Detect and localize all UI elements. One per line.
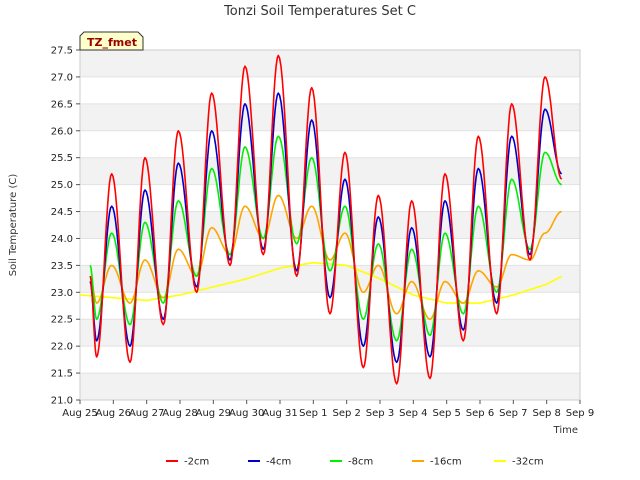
y-tick-label: 25.0 [51,180,73,191]
y-tick-label: 21.0 [51,396,73,407]
series-line-2cm [89,54,563,385]
grid-band [80,157,580,185]
badge-label: TZ_fmet [87,36,137,49]
y-tick-label: 25.5 [51,153,73,164]
x-tick-label: Sep 5 [432,408,460,419]
x-tick-label: Sep 6 [466,408,494,419]
y-tick-label: 26.0 [51,126,73,137]
x-tick-label: Aug 31 [262,408,297,419]
y-tick-label: 23.0 [51,288,73,299]
plot-frame [79,49,581,401]
x-tick-label: Sep 4 [399,408,427,419]
y-tick-label: 27.5 [51,46,73,57]
tz-fmet-badge: TZ_fmet [79,31,144,51]
series-layer [79,54,563,385]
legend-label: -8cm [348,457,373,468]
legend-label: -2cm [184,457,209,468]
x-tick-label: Aug 27 [129,408,164,419]
y-tick-label: 24.5 [51,207,73,218]
y-tick-label: 26.5 [51,99,73,110]
x-tick-label: Sep 7 [499,408,527,419]
x-tick-label: Sep 2 [332,408,360,419]
grid-band [80,103,580,131]
x-tick-label: Sep 3 [366,408,394,419]
legend: -2cm -4cm -8cm -16cm -32cm [166,457,544,468]
x-tick-label: Sep 8 [532,408,560,419]
x-axis-title: Time [553,425,578,436]
y-tick-label: 24.0 [51,234,73,245]
x-tick-label: Aug 28 [162,408,197,419]
y-tick-label: 22.5 [51,315,73,326]
legend-label: -16cm [430,457,462,468]
x-tick-label: Aug 30 [229,408,264,419]
legend-label: -32cm [512,457,544,468]
y-axis-title: Soil Temperature (C) [8,174,19,277]
x-tick-label: Aug 26 [96,408,131,419]
chart-title: Tonzi Soil Temperatures Set C [223,4,416,19]
y-tick-label: 27.0 [51,72,73,83]
grid-band [80,319,580,347]
y-axis-ticks: 21.0 21.5 22.0 22.5 23.0 23.5 24.0 24.5 25.0 25.5… [51,46,80,407]
x-tick-label: Sep 9 [566,408,594,419]
x-tick-label: Aug 29 [196,408,231,419]
grid-band [80,373,580,400]
legend-label: -4cm [266,457,291,468]
y-tick-label: 21.5 [51,369,73,380]
x-tick-label: Sep 1 [299,408,327,419]
grid-band [80,211,580,239]
x-tick-label: Aug 25 [62,408,97,419]
grid-band [80,50,580,77]
y-tick-label: 22.0 [51,342,73,353]
y-tick-label: 23.5 [51,261,73,272]
